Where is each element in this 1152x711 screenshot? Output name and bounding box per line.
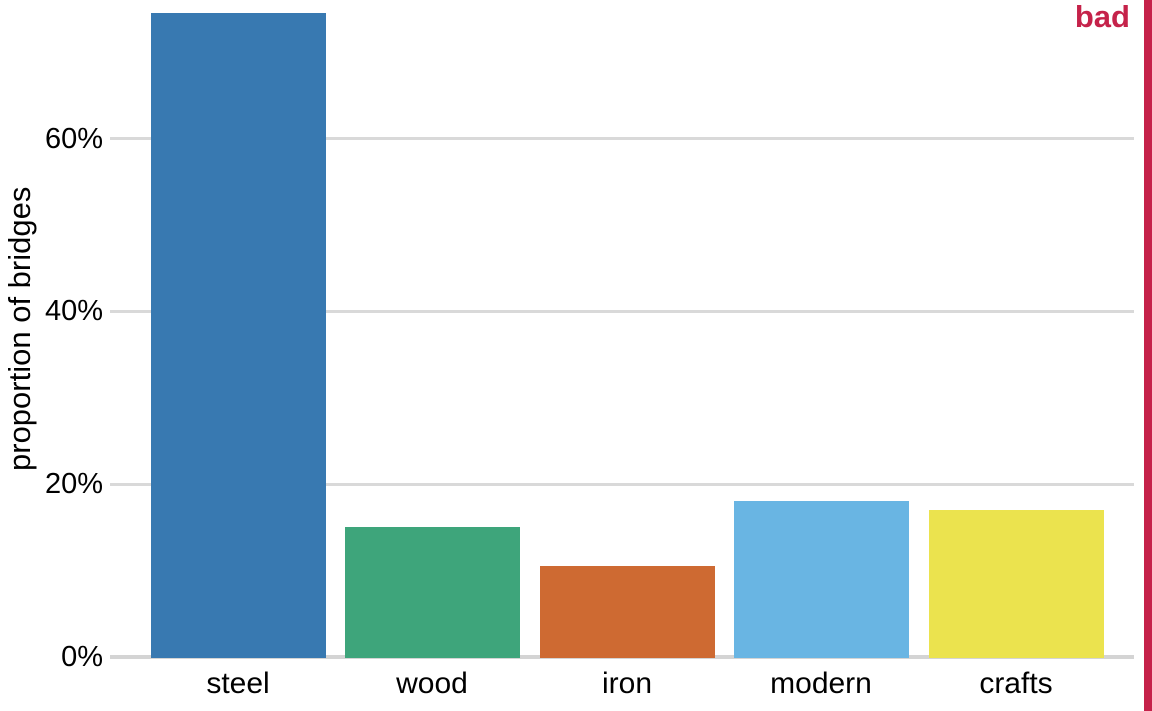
gridline-60%	[110, 137, 1134, 141]
gridline-40%	[110, 309, 1134, 313]
x-tick-label-wood: wood	[396, 667, 468, 700]
bar-modern	[733, 501, 909, 658]
y-tick-label: 20%	[44, 468, 103, 501]
bad-marker-bar	[1144, 0, 1152, 711]
bad-label: bad	[1074, 0, 1130, 34]
x-tick-label-crafts: crafts	[979, 667, 1053, 700]
x-tick-label-iron: iron	[601, 667, 653, 700]
bar-steel	[150, 13, 326, 658]
x-tick-label-steel: steel	[206, 667, 270, 700]
y-tick-label: 60%	[44, 122, 103, 155]
bar-iron	[539, 566, 715, 658]
y-tick-label: 40%	[44, 295, 103, 328]
gridline-20%	[110, 482, 1134, 486]
bar-wood	[344, 527, 520, 658]
bar-crafts	[928, 510, 1104, 658]
y-tick-label: 0%	[61, 641, 103, 673]
x-tick-label-modern: modern	[770, 667, 872, 700]
